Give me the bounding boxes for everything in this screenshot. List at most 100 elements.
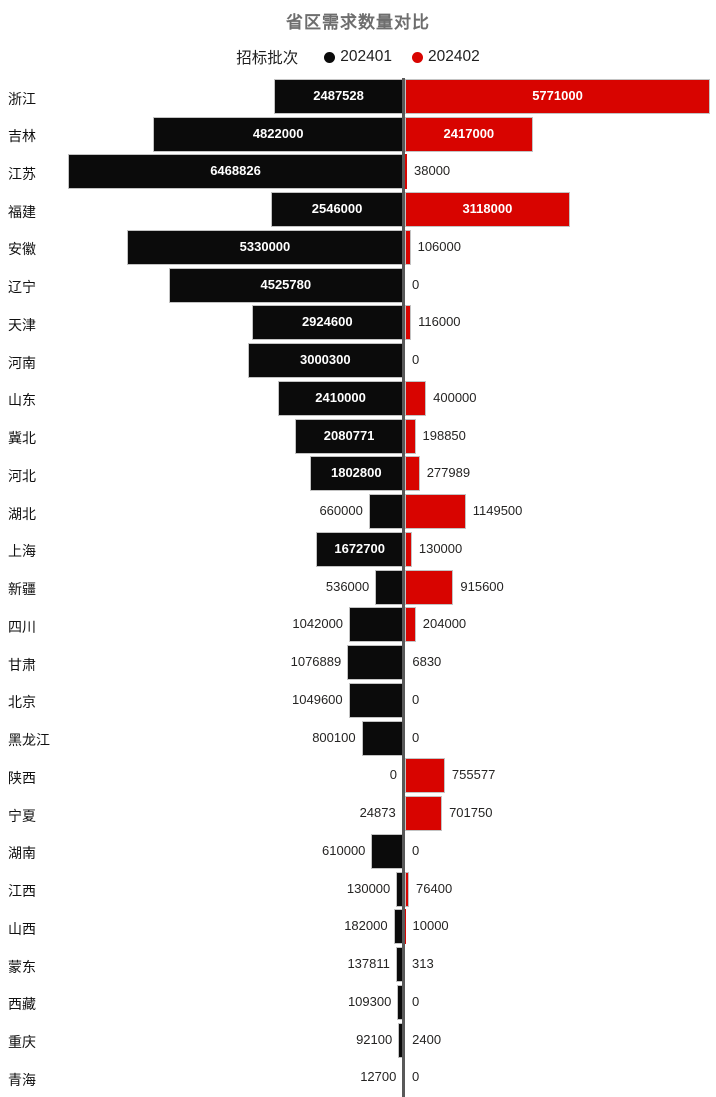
bar-202402[interactable] bbox=[405, 305, 412, 341]
value-label-202401: 4822000 bbox=[252, 125, 304, 141]
bar-202402[interactable] bbox=[405, 456, 420, 492]
value-label-202402: 0 bbox=[412, 1069, 420, 1085]
category-label: 冀北 bbox=[8, 430, 36, 447]
bar-202401[interactable] bbox=[278, 380, 403, 416]
value-label-202401: 610000 bbox=[322, 842, 366, 858]
category-label: 北京 bbox=[8, 694, 36, 711]
category-label: 安徽 bbox=[8, 241, 36, 258]
value-label-202401: 1076889 bbox=[290, 654, 342, 670]
value-label-202401: 92100 bbox=[356, 1031, 393, 1047]
category-label: 上海 bbox=[8, 543, 36, 560]
value-label-202401: 182000 bbox=[344, 918, 388, 934]
value-label-202402: 130000 bbox=[418, 540, 463, 556]
legend-title: 招标批次 bbox=[236, 50, 299, 67]
category-label: 宁夏 bbox=[8, 807, 36, 824]
value-label-202402: 400000 bbox=[433, 389, 477, 405]
bar-202401[interactable] bbox=[295, 418, 403, 454]
value-label-202402: 198850 bbox=[422, 427, 466, 443]
category-label: 山西 bbox=[8, 920, 36, 937]
plot-area: 浙江 2487528 5771000 吉林 4822000 2417000 江苏 646882… bbox=[0, 78, 716, 1097]
bar-202402[interactable] bbox=[405, 607, 416, 643]
bar-202401[interactable] bbox=[247, 343, 403, 379]
bar-202402[interactable] bbox=[405, 569, 454, 605]
bar-202402[interactable] bbox=[405, 380, 427, 416]
bar-202402[interactable] bbox=[405, 494, 466, 530]
bar-202401[interactable] bbox=[361, 720, 403, 756]
category-label: 甘肃 bbox=[8, 656, 36, 673]
value-label-202401: 1042000 bbox=[292, 616, 344, 632]
bar-202402[interactable] bbox=[405, 418, 416, 454]
bar-202402[interactable] bbox=[405, 909, 406, 945]
legend-label-202401: 202401 bbox=[340, 48, 392, 65]
value-label-202402: 38000 bbox=[414, 163, 451, 179]
bar-202401[interactable] bbox=[274, 79, 403, 114]
bar-202401[interactable] bbox=[168, 267, 403, 303]
bar-202401[interactable] bbox=[68, 154, 403, 190]
value-label-202402: 0 bbox=[412, 352, 420, 368]
bar-202402[interactable] bbox=[405, 79, 710, 114]
bar-202402[interactable] bbox=[405, 154, 407, 190]
value-label-202401: 2080771 bbox=[323, 427, 375, 443]
value-label-202401: 1802800 bbox=[330, 465, 382, 481]
category-label: 天津 bbox=[8, 316, 36, 333]
value-label-202402: 0 bbox=[412, 993, 420, 1009]
category-label: 重庆 bbox=[8, 1034, 36, 1050]
bar-202402[interactable] bbox=[405, 229, 411, 265]
category-label: 湖北 bbox=[8, 505, 36, 522]
category-label: 福建 bbox=[8, 203, 36, 220]
bar-202401[interactable] bbox=[371, 833, 403, 869]
bar-202401[interactable] bbox=[396, 871, 403, 907]
bar-202401[interactable] bbox=[153, 116, 403, 152]
value-label-202402: 915600 bbox=[460, 578, 504, 594]
bar-202401[interactable] bbox=[316, 531, 403, 567]
bar-202401[interactable] bbox=[398, 1022, 403, 1058]
value-label-202401: 3000300 bbox=[299, 352, 351, 368]
bar-202401[interactable] bbox=[397, 984, 403, 1020]
legend-item-202401[interactable]: 202401 bbox=[324, 48, 392, 66]
value-label-202401: 2410000 bbox=[315, 389, 366, 405]
value-label-202402: 0 bbox=[412, 276, 420, 292]
category-label: 陕西 bbox=[8, 769, 36, 786]
category-label: 四川 bbox=[8, 618, 36, 635]
value-label-202401: 6468826 bbox=[210, 163, 261, 179]
bar-202401[interactable] bbox=[349, 607, 403, 643]
legend-dot-red-icon bbox=[412, 51, 423, 63]
bar-202402[interactable] bbox=[405, 796, 443, 832]
value-label-202402: 0 bbox=[412, 729, 420, 745]
bar-202401[interactable] bbox=[393, 909, 403, 945]
bar-202402[interactable] bbox=[405, 758, 445, 794]
value-label-202402: 116000 bbox=[418, 314, 461, 330]
bar-202401[interactable] bbox=[395, 947, 403, 983]
value-label-202402: 755577 bbox=[451, 767, 496, 783]
bar-202401[interactable] bbox=[348, 682, 403, 718]
value-label-202401: 12700 bbox=[360, 1069, 397, 1085]
bar-202401[interactable] bbox=[368, 494, 403, 530]
center-axis-line bbox=[402, 78, 405, 1097]
category-label: 西藏 bbox=[8, 996, 36, 1013]
value-label-202401: 0 bbox=[389, 767, 397, 783]
value-label-202402: 76400 bbox=[416, 880, 453, 896]
value-label-202401: 137811 bbox=[347, 956, 390, 972]
value-label-202402: 2400 bbox=[412, 1031, 442, 1047]
bar-202401[interactable] bbox=[309, 456, 403, 492]
bar-202402[interactable] bbox=[405, 116, 533, 152]
value-label-202401: 1672700 bbox=[334, 540, 385, 556]
bar-202402[interactable] bbox=[405, 192, 570, 228]
category-label: 青海 bbox=[8, 1071, 36, 1088]
bar-202401[interactable] bbox=[251, 305, 403, 341]
legend-dot-black-icon bbox=[324, 51, 336, 63]
bar-202401[interactable] bbox=[271, 192, 403, 228]
category-label: 辽宁 bbox=[8, 279, 36, 296]
bar-202401[interactable] bbox=[126, 229, 403, 265]
value-label-202402: 5771000 bbox=[532, 88, 583, 103]
value-label-202402: 6830 bbox=[412, 654, 442, 670]
category-label: 黑龙江 bbox=[8, 732, 50, 749]
category-label: 蒙东 bbox=[8, 958, 36, 975]
category-label: 新疆 bbox=[8, 581, 36, 598]
bar-202401[interactable] bbox=[375, 569, 403, 605]
value-label-202402: 2417000 bbox=[443, 125, 495, 141]
bar-202402[interactable] bbox=[405, 871, 410, 907]
legend-item-202402[interactable]: 202402 bbox=[412, 48, 480, 66]
bar-202401[interactable] bbox=[347, 645, 403, 681]
bar-202402[interactable] bbox=[405, 531, 412, 567]
